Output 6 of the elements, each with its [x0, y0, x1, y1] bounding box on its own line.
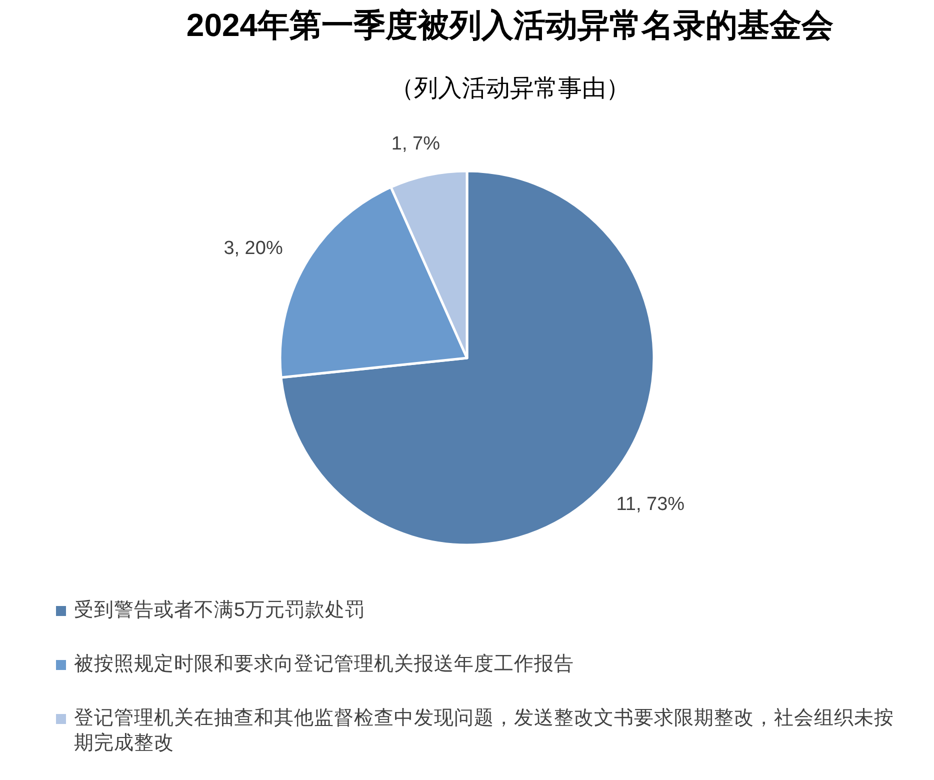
legend-label: 被按照规定时限和要求向登记管理机关报送年度工作报告	[74, 652, 575, 677]
title: 2024年第一季度被列入活动异常名录的基金会	[186, 7, 834, 43]
subtitle: （列入活动异常事由）	[390, 75, 630, 102]
legend-label: 登记管理机关在抽查和其他监督检查中发现问题，发送整改文书要求限期整改，社会组织未按期完成整改	[74, 706, 895, 756]
legend: 受到警告或者不满5万元罚款处罚 被按照规定时限和要求向登记管理机关报送年度工作报告 登记管理机关在抽查和其他监督检查中发现问题，发送整改文书要求限期整改，社会组织未按期完成整改	[56, 598, 916, 756]
legend-label: 受到警告或者不满5万元罚款处罚	[74, 598, 366, 623]
